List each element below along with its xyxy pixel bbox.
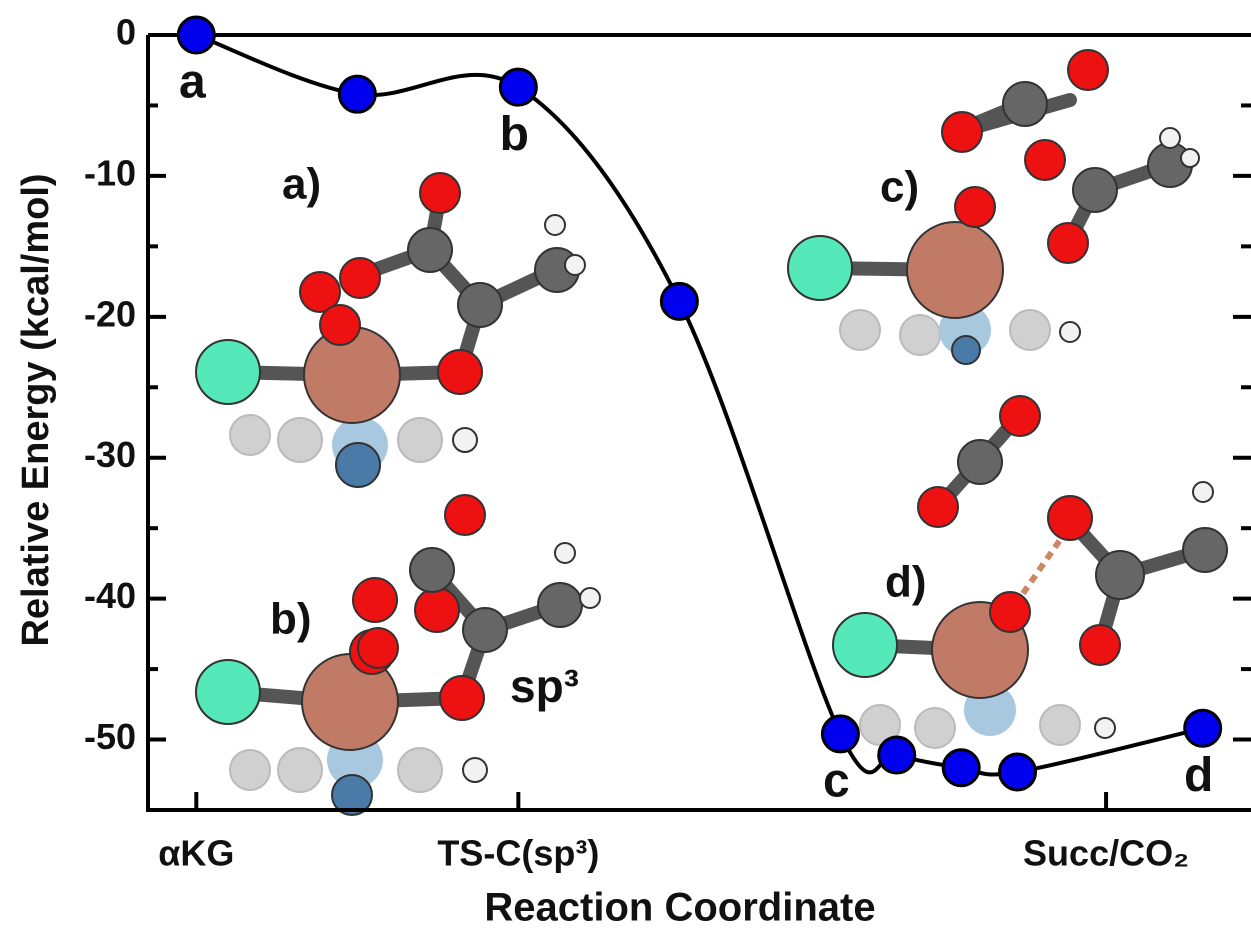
- inset-label: c): [880, 163, 919, 212]
- y-tick-label: -20: [84, 293, 136, 334]
- inset-label: a): [282, 160, 321, 209]
- inset-d: d): [833, 396, 1227, 748]
- inset-label: b): [270, 595, 312, 644]
- data-point: [822, 716, 858, 752]
- y-tick-label: -10: [84, 152, 136, 193]
- y-tick-label: 0: [116, 12, 136, 53]
- data-point: [1000, 754, 1036, 790]
- point-label: b: [500, 108, 529, 161]
- inset-c: c): [788, 50, 1199, 364]
- inset-b: b) sp³: [196, 495, 600, 815]
- x-tick-label: TS-C(sp³): [437, 833, 599, 874]
- data-point: [661, 283, 697, 319]
- inset-label: d): [885, 558, 927, 607]
- inset-note: sp³: [510, 660, 579, 712]
- x-tick-label: αKG: [158, 833, 234, 874]
- y-tick-label: -30: [84, 434, 136, 475]
- point-label: a: [179, 56, 206, 109]
- chart: a) b) sp³ c) d) Reaction Coo: [0, 0, 1251, 937]
- inset-a: a): [196, 160, 585, 487]
- point-label: d: [1184, 749, 1213, 802]
- data-point: [879, 737, 915, 773]
- point-label: c: [823, 755, 850, 808]
- x-tick-label: Succ/CO₂: [1023, 833, 1189, 874]
- page: a) b) sp³ c) d) Reaction Coo: [0, 0, 1251, 937]
- data-point: [500, 69, 536, 105]
- data-point: [943, 750, 979, 786]
- data-point: [339, 76, 375, 112]
- y-tick-label: -40: [84, 575, 136, 616]
- x-axis-title: Reaction Coordinate: [484, 886, 875, 930]
- data-point: [178, 17, 214, 53]
- data-point: [1185, 710, 1221, 746]
- y-tick-label: -50: [84, 716, 136, 757]
- y-axis-title: Relative Energy (kcal/mol): [15, 173, 57, 646]
